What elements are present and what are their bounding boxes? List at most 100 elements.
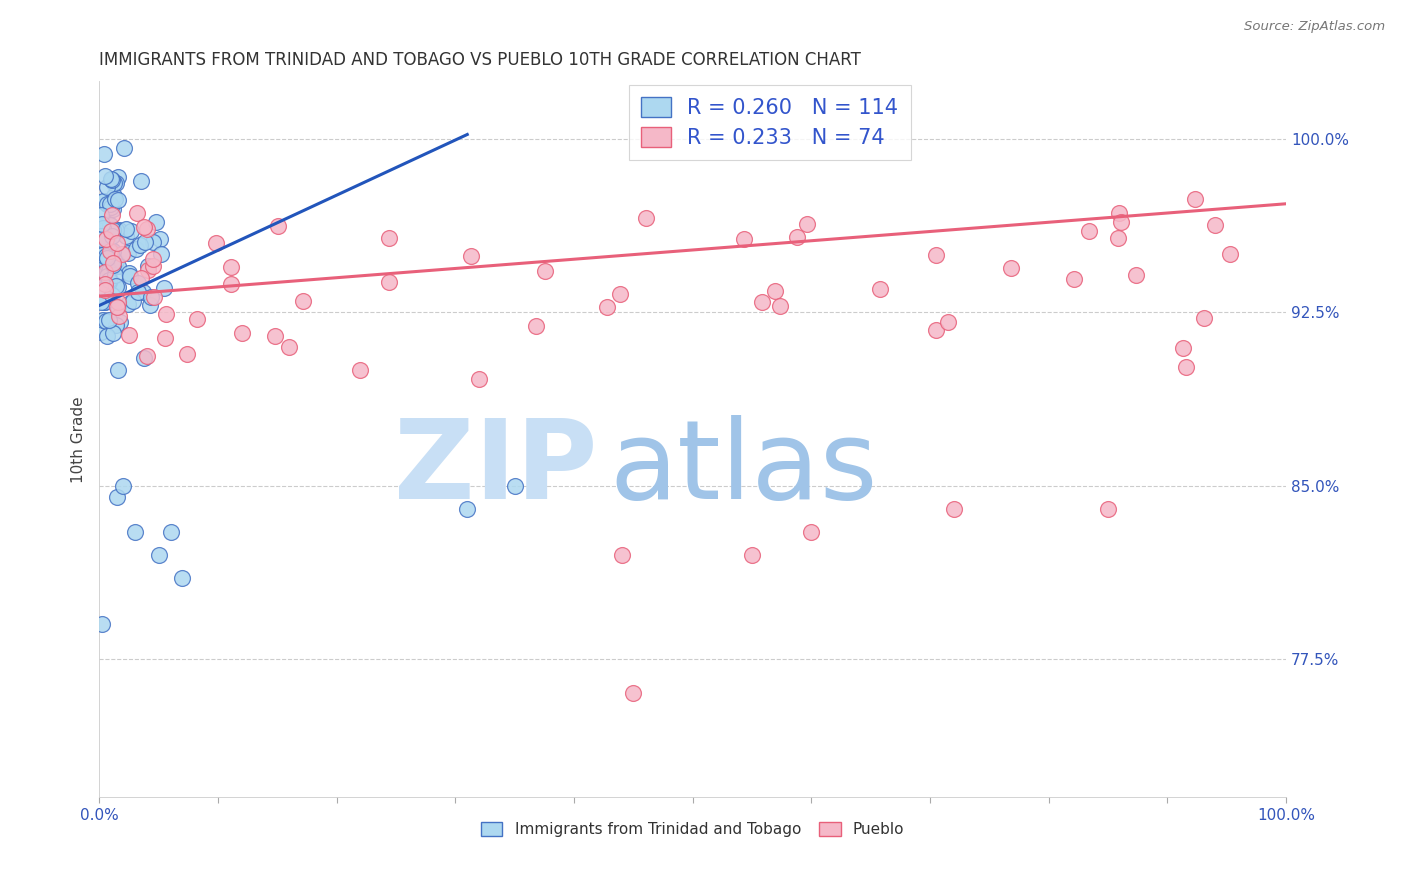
Point bbox=[1108, 206, 1130, 220]
Point bbox=[267, 219, 290, 233]
Point bbox=[733, 232, 755, 246]
Point bbox=[1125, 268, 1147, 282]
Point bbox=[120, 224, 142, 238]
Point bbox=[96, 268, 118, 283]
Point bbox=[91, 194, 114, 209]
Point bbox=[786, 229, 808, 244]
Point bbox=[90, 248, 112, 262]
Point bbox=[101, 229, 124, 244]
Point bbox=[98, 197, 121, 211]
Point bbox=[221, 260, 243, 274]
Point bbox=[153, 281, 176, 295]
Point bbox=[120, 269, 142, 284]
Point bbox=[125, 242, 148, 256]
Point bbox=[1192, 310, 1215, 325]
Point bbox=[936, 315, 959, 329]
Point bbox=[1063, 272, 1085, 286]
Point bbox=[108, 315, 131, 329]
Point bbox=[96, 328, 118, 343]
Point bbox=[96, 180, 118, 194]
Point bbox=[94, 277, 117, 291]
Point bbox=[1107, 231, 1129, 245]
Point bbox=[107, 279, 129, 293]
Point bbox=[104, 192, 127, 206]
Point bbox=[90, 232, 112, 246]
Point bbox=[129, 174, 152, 188]
Point bbox=[111, 247, 134, 261]
Point bbox=[107, 301, 129, 315]
Point bbox=[125, 205, 148, 219]
Point bbox=[138, 298, 160, 312]
Point bbox=[90, 325, 112, 339]
Point bbox=[127, 285, 149, 299]
Point bbox=[101, 208, 124, 222]
Text: ZIP: ZIP bbox=[395, 415, 598, 522]
Point bbox=[91, 220, 114, 235]
Point bbox=[609, 287, 631, 301]
Point bbox=[103, 222, 125, 236]
Point bbox=[1175, 359, 1198, 374]
Point bbox=[101, 288, 124, 302]
Point bbox=[105, 300, 128, 314]
Point bbox=[142, 252, 165, 267]
Point bbox=[101, 244, 124, 259]
Point bbox=[97, 273, 120, 287]
Point bbox=[524, 318, 547, 333]
Point bbox=[1219, 247, 1241, 261]
Point bbox=[176, 347, 198, 361]
Point bbox=[105, 279, 128, 293]
Point bbox=[96, 235, 118, 250]
Text: IMMIGRANTS FROM TRINIDAD AND TOBAGO VS PUEBLO 10TH GRADE CORRELATION CHART: IMMIGRANTS FROM TRINIDAD AND TOBAGO VS P… bbox=[100, 51, 862, 69]
Point bbox=[107, 363, 129, 377]
Point bbox=[378, 276, 401, 290]
Point bbox=[104, 268, 127, 282]
Point bbox=[136, 259, 159, 273]
Point bbox=[129, 270, 152, 285]
Point bbox=[90, 283, 112, 297]
Point bbox=[94, 314, 117, 328]
Point bbox=[103, 222, 125, 236]
Point bbox=[94, 256, 117, 270]
Point bbox=[94, 295, 117, 310]
Point bbox=[1111, 215, 1133, 229]
Point bbox=[93, 312, 115, 326]
Point bbox=[105, 490, 128, 504]
Point bbox=[149, 232, 172, 246]
Point bbox=[100, 172, 122, 186]
Point bbox=[134, 351, 156, 365]
Point bbox=[94, 234, 117, 248]
Point bbox=[263, 329, 285, 343]
Point bbox=[148, 548, 170, 562]
Point bbox=[90, 242, 112, 256]
Point bbox=[186, 311, 208, 326]
Point bbox=[159, 524, 181, 539]
Point bbox=[534, 263, 557, 277]
Point bbox=[96, 249, 118, 263]
Point bbox=[142, 290, 165, 304]
Point bbox=[634, 211, 657, 226]
Point bbox=[942, 501, 965, 516]
Point bbox=[105, 318, 128, 332]
Point bbox=[136, 222, 159, 236]
Point bbox=[93, 194, 115, 208]
Point bbox=[1097, 501, 1119, 516]
Point bbox=[98, 264, 121, 278]
Text: atlas: atlas bbox=[610, 415, 879, 522]
Point bbox=[103, 188, 125, 202]
Point bbox=[94, 242, 117, 256]
Point bbox=[924, 248, 946, 262]
Point bbox=[800, 524, 823, 539]
Point bbox=[98, 218, 121, 232]
Point bbox=[219, 277, 242, 291]
Point bbox=[96, 252, 118, 266]
Point bbox=[108, 309, 131, 323]
Point bbox=[98, 197, 121, 211]
Point bbox=[869, 282, 891, 296]
Point bbox=[91, 239, 114, 253]
Point bbox=[96, 268, 118, 283]
Point bbox=[90, 617, 112, 632]
Point bbox=[1077, 224, 1099, 238]
Point bbox=[456, 501, 478, 516]
Text: Source: ZipAtlas.com: Source: ZipAtlas.com bbox=[1244, 20, 1385, 33]
Point bbox=[94, 283, 117, 297]
